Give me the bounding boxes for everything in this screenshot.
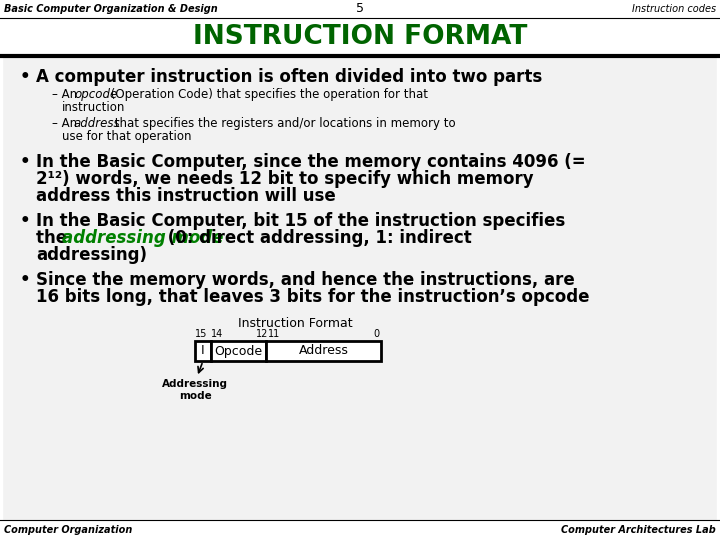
Text: Computer Architectures Lab: Computer Architectures Lab	[562, 525, 716, 535]
Text: Since the memory words, and hence the instructions, are: Since the memory words, and hence the in…	[36, 271, 575, 289]
Text: Computer Organization: Computer Organization	[4, 525, 132, 535]
Text: I: I	[201, 345, 204, 357]
Text: 12: 12	[256, 329, 269, 339]
Bar	[4, 56, 716, 520]
Text: In the Basic Computer, bit 15 of the instruction specifies: In the Basic Computer, bit 15 of the ins…	[36, 212, 565, 230]
Text: instruction: instruction	[62, 101, 125, 114]
Bar	[0, 0, 720, 18]
Bar	[266, 341, 381, 361]
Bar	[0, 18, 720, 56]
Text: •: •	[20, 68, 31, 86]
Text: 14: 14	[211, 329, 223, 339]
Text: that specifies the registers and/or locations in memory to: that specifies the registers and/or loca…	[111, 117, 456, 130]
Bar	[195, 341, 211, 361]
Text: Basic Computer Organization & Design: Basic Computer Organization & Design	[4, 4, 217, 14]
Text: (Operation Code) that specifies the operation for that: (Operation Code) that specifies the oper…	[107, 88, 428, 101]
Text: address: address	[74, 117, 121, 130]
Text: Address: Address	[299, 345, 348, 357]
Text: Instruction codes: Instruction codes	[632, 4, 716, 14]
Text: Instruction Format: Instruction Format	[238, 317, 352, 330]
Text: opcode: opcode	[74, 88, 117, 101]
Text: In the Basic Computer, since the memory contains 4096 (=: In the Basic Computer, since the memory …	[36, 153, 585, 171]
Text: •: •	[20, 212, 31, 230]
Text: use for that operation: use for that operation	[62, 130, 192, 143]
Bar	[211, 341, 266, 361]
Text: Addressing
mode: Addressing mode	[162, 379, 228, 401]
Text: INSTRUCTION FORMAT: INSTRUCTION FORMAT	[193, 24, 527, 50]
Text: addressing mode: addressing mode	[62, 229, 223, 247]
Text: address this instruction will use: address this instruction will use	[36, 187, 336, 205]
Text: – An: – An	[52, 88, 81, 101]
Text: A computer instruction is often divided into two parts: A computer instruction is often divided …	[36, 68, 542, 86]
Text: 2¹²) words, we needs 12 bit to specify which memory: 2¹²) words, we needs 12 bit to specify w…	[36, 170, 534, 188]
Text: Opcode: Opcode	[215, 345, 263, 357]
Text: (0: direct addressing, 1: indirect: (0: direct addressing, 1: indirect	[162, 229, 472, 247]
Text: 0: 0	[374, 329, 380, 339]
Text: 5: 5	[356, 3, 364, 16]
Text: •: •	[20, 271, 31, 289]
Text: 11: 11	[268, 329, 280, 339]
Text: addressing): addressing)	[36, 246, 147, 264]
Text: – An: – An	[52, 117, 81, 130]
Text: the: the	[36, 229, 73, 247]
Text: 16 bits long, that leaves 3 bits for the instruction’s opcode: 16 bits long, that leaves 3 bits for the…	[36, 288, 590, 306]
Text: •: •	[20, 153, 31, 171]
Text: 15: 15	[195, 329, 207, 339]
